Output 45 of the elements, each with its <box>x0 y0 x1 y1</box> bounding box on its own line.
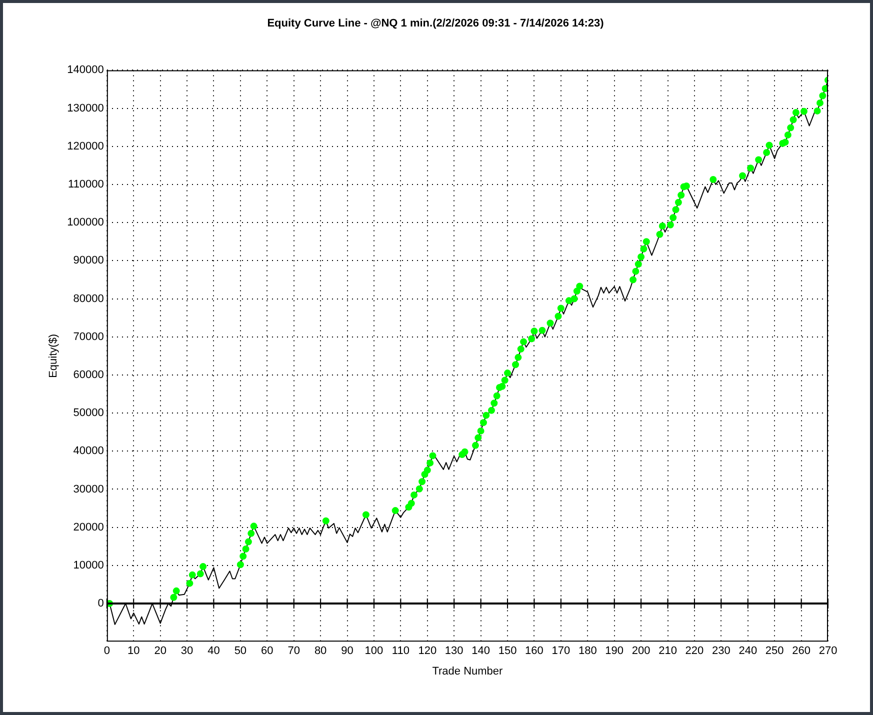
y-tick-label: 50000 <box>73 407 104 420</box>
x-tick-label: 140 <box>472 645 490 658</box>
x-axis-title: Trade Number <box>432 665 504 678</box>
y-tick-label: 110000 <box>68 178 104 191</box>
y-tick-label: 30000 <box>73 483 104 496</box>
x-tick-label: 220 <box>685 645 704 658</box>
x-tick-label: 70 <box>288 645 300 658</box>
x-tick-label: 110 <box>392 645 410 658</box>
y-tick-label: 0 <box>98 598 104 610</box>
x-tick-label: 10 <box>127 645 140 658</box>
y-tick-label: 70000 <box>73 330 104 343</box>
x-tick-label: 200 <box>632 645 650 658</box>
y-tick-label: 10000 <box>73 559 104 572</box>
y-tick-label: 120000 <box>67 140 104 152</box>
x-tick-label: 40 <box>208 645 220 658</box>
y-tick-label: 90000 <box>73 254 104 267</box>
chart-title: Equity Curve Line - @NQ 1 min.(2/2/2026 09:31 - 7/14/2026 14:23) <box>267 18 604 30</box>
x-tick-label: 80 <box>314 645 327 658</box>
x-tick-label: 50 <box>234 645 247 658</box>
x-tick-label: 210 <box>658 645 677 658</box>
x-tick-label: 120 <box>418 645 437 658</box>
x-tick-label: 100 <box>364 645 384 658</box>
x-tick-label: 160 <box>525 645 544 658</box>
x-tick-label: 130 <box>444 645 464 658</box>
x-tick-label: 60 <box>261 645 274 658</box>
y-tick-label: 80000 <box>73 292 104 305</box>
x-tick-label: 260 <box>792 645 810 658</box>
x-tick-label: 20 <box>154 645 166 658</box>
x-tick-label: 190 <box>605 645 624 658</box>
x-tick-label: 90 <box>341 645 354 658</box>
y-tick-label: 130000 <box>67 102 104 114</box>
y-tick-label: 100000 <box>67 216 104 229</box>
x-tick-label: 240 <box>738 645 758 658</box>
y-axis-title: Equity($) <box>48 334 60 378</box>
x-tick-label: 30 <box>180 645 194 658</box>
x-tick-label: 170 <box>552 645 570 658</box>
x-tick-label: 230 <box>712 645 730 658</box>
y-tick-label: 40000 <box>73 445 104 458</box>
x-tick-label: 150 <box>498 645 517 658</box>
x-tick-label: 180 <box>578 645 597 658</box>
x-tick-label: 270 <box>818 645 838 658</box>
y-tick-label: 60000 <box>73 368 104 381</box>
y-tick-label: 140000 <box>67 64 104 76</box>
y-tick-label: 20000 <box>73 521 104 534</box>
x-tick-label: 250 <box>765 645 784 658</box>
